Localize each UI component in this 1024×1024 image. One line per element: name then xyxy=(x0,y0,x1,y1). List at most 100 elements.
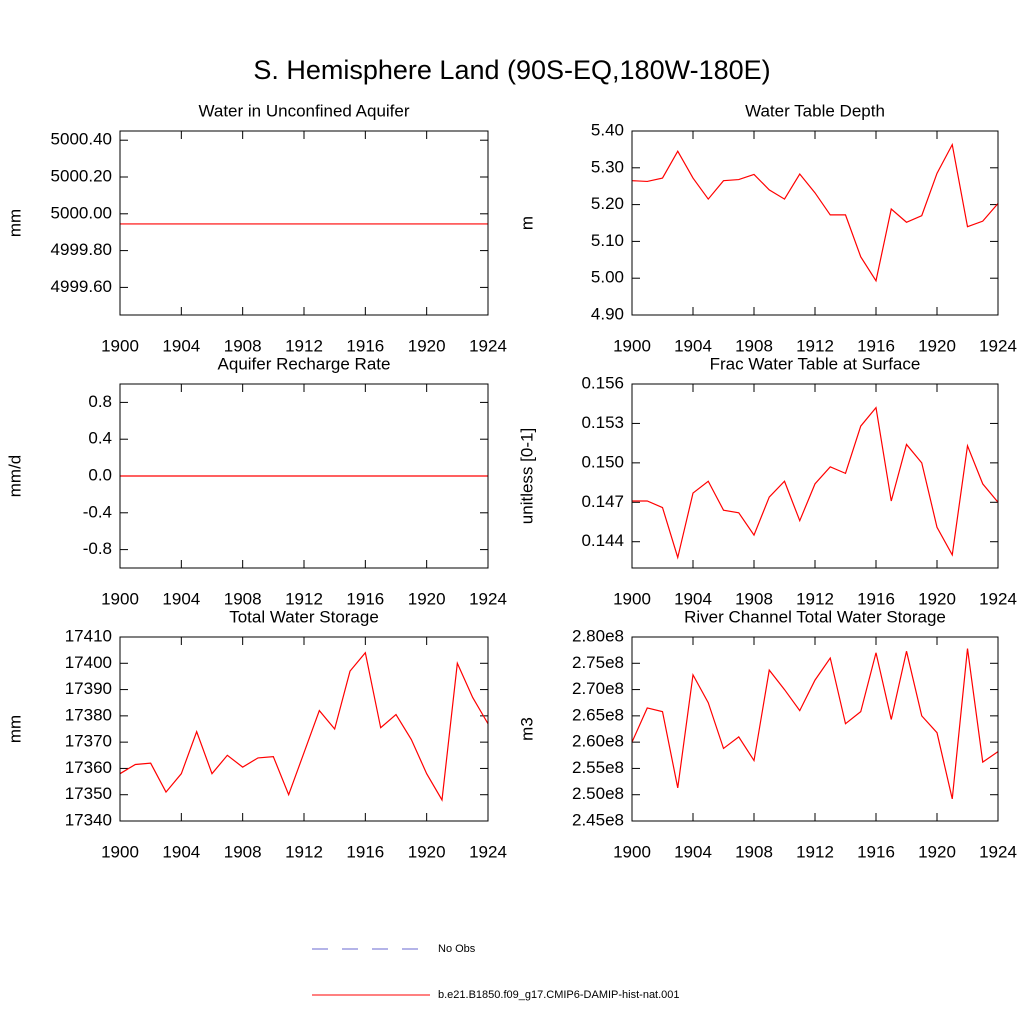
x-tick-label: 1904 xyxy=(674,842,712,861)
x-tick-label: 1900 xyxy=(101,842,139,861)
y-tick-label: 5.30 xyxy=(591,157,624,176)
figure-title: S. Hemisphere Land (90S-EQ,180W-180E) xyxy=(253,55,770,85)
data-line xyxy=(631,142,999,283)
x-tick-label: 1916 xyxy=(857,589,895,608)
y-tick-label: 17360 xyxy=(65,758,112,777)
y-tick-label: -0.4 xyxy=(83,502,112,521)
y-axis-label: m3 xyxy=(517,717,536,741)
y-tick-label: 17400 xyxy=(65,653,112,672)
y-tick-label: 0.0 xyxy=(88,465,112,484)
plot-frame xyxy=(119,383,489,569)
x-tick-label: 1916 xyxy=(346,842,384,861)
y-tick-label: 4.90 xyxy=(591,304,624,323)
y-axis-label: mm xyxy=(5,715,24,743)
y-axis-label: mm xyxy=(5,209,24,237)
y-tick-label: 5000.00 xyxy=(51,203,112,222)
legend-label: b.e21.B1850.f09_g17.CMIP6-DAMIP-hist-nat… xyxy=(438,989,680,1001)
x-tick-label: 1900 xyxy=(101,589,139,608)
y-tick-label: 4999.80 xyxy=(51,240,112,259)
x-tick-label: 1900 xyxy=(101,336,139,355)
x-tick-label: 1920 xyxy=(408,842,446,861)
x-tick-label: 1908 xyxy=(735,842,773,861)
x-tick-label: 1904 xyxy=(162,842,200,861)
x-tick-label: 1920 xyxy=(408,336,446,355)
y-tick-label: 0.144 xyxy=(581,531,624,550)
x-tick-label: 1920 xyxy=(918,842,956,861)
y-tick-label: 2.75e8 xyxy=(572,653,624,672)
data-line xyxy=(632,406,999,560)
x-tick-label: 1904 xyxy=(674,336,712,355)
panel-title: Frac Water Table at Surface xyxy=(710,354,921,373)
y-tick-label: 0.153 xyxy=(581,413,624,432)
y-tick-label: 2.55e8 xyxy=(572,758,624,777)
x-tick-label: 1912 xyxy=(285,842,323,861)
x-tick-label: 1924 xyxy=(469,589,507,608)
y-tick-label: 17410 xyxy=(65,626,112,645)
x-tick-label: 1916 xyxy=(346,589,384,608)
x-tick-label: 1920 xyxy=(918,336,956,355)
y-tick-label: 2.45e8 xyxy=(572,810,624,829)
x-tick-label: 1924 xyxy=(979,842,1017,861)
y-tick-label: 5.00 xyxy=(591,268,624,287)
y-tick-label: 17340 xyxy=(65,810,112,829)
x-tick-label: 1912 xyxy=(796,842,834,861)
x-tick-label: 1916 xyxy=(857,336,895,355)
panel-title: River Channel Total Water Storage xyxy=(684,607,946,626)
legend-label: No Obs xyxy=(438,943,476,955)
panel-title: Total Water Storage xyxy=(229,607,379,626)
y-tick-label: 5.10 xyxy=(591,231,624,250)
y-tick-label: 17370 xyxy=(65,732,112,751)
data-line xyxy=(119,651,489,802)
y-axis-label: m xyxy=(517,216,536,230)
y-tick-label: 17390 xyxy=(65,679,112,698)
x-tick-label: 1900 xyxy=(613,589,651,608)
x-tick-label: 1924 xyxy=(469,336,507,355)
y-tick-label: 17350 xyxy=(65,784,112,803)
y-tick-label: 2.70e8 xyxy=(572,679,624,698)
data-line xyxy=(631,648,999,800)
y-axis-label: mm/d xyxy=(5,455,24,498)
x-tick-label: 1900 xyxy=(613,842,651,861)
x-tick-label: 1908 xyxy=(735,336,773,355)
x-tick-label: 1912 xyxy=(796,336,834,355)
x-tick-label: 1904 xyxy=(674,589,712,608)
plot-frame xyxy=(119,636,489,822)
y-tick-label: 0.8 xyxy=(88,392,112,411)
plot-frame xyxy=(631,130,999,316)
x-tick-label: 1916 xyxy=(346,336,384,355)
y-tick-label: 4999.60 xyxy=(51,277,112,296)
y-tick-label: 5000.20 xyxy=(51,166,112,185)
panel-title: Water Table Depth xyxy=(745,101,885,120)
x-tick-label: 1900 xyxy=(613,336,651,355)
x-tick-label: 1920 xyxy=(408,589,446,608)
x-tick-label: 1924 xyxy=(979,589,1017,608)
y-tick-label: 2.50e8 xyxy=(572,784,624,803)
y-tick-label: 2.60e8 xyxy=(572,732,624,751)
x-tick-label: 1912 xyxy=(285,589,323,608)
x-tick-label: 1924 xyxy=(469,842,507,861)
plot-frame xyxy=(631,383,999,569)
y-tick-label: 2.80e8 xyxy=(572,626,624,645)
plot-frame xyxy=(631,636,999,822)
x-tick-label: 1912 xyxy=(285,336,323,355)
panel-title: Aquifer Recharge Rate xyxy=(218,354,391,373)
x-tick-label: 1908 xyxy=(224,336,262,355)
x-tick-label: 1916 xyxy=(857,842,895,861)
x-tick-label: 1908 xyxy=(224,589,262,608)
y-tick-label: 5.40 xyxy=(591,120,624,139)
x-tick-label: 1912 xyxy=(796,589,834,608)
panel-title: Water in Unconfined Aquifer xyxy=(198,101,409,120)
x-tick-label: 1920 xyxy=(918,589,956,608)
y-tick-label: -0.8 xyxy=(83,539,112,558)
y-tick-label: 17380 xyxy=(65,705,112,724)
x-tick-label: 1904 xyxy=(162,589,200,608)
y-tick-label: 5000.40 xyxy=(51,130,112,149)
x-tick-label: 1924 xyxy=(979,336,1017,355)
y-axis-label: unitless [0-1] xyxy=(517,428,536,524)
y-tick-label: 0.150 xyxy=(581,452,624,471)
y-tick-label: 0.147 xyxy=(581,492,624,511)
y-tick-label: 0.156 xyxy=(581,373,624,392)
y-tick-label: 5.20 xyxy=(591,194,624,213)
